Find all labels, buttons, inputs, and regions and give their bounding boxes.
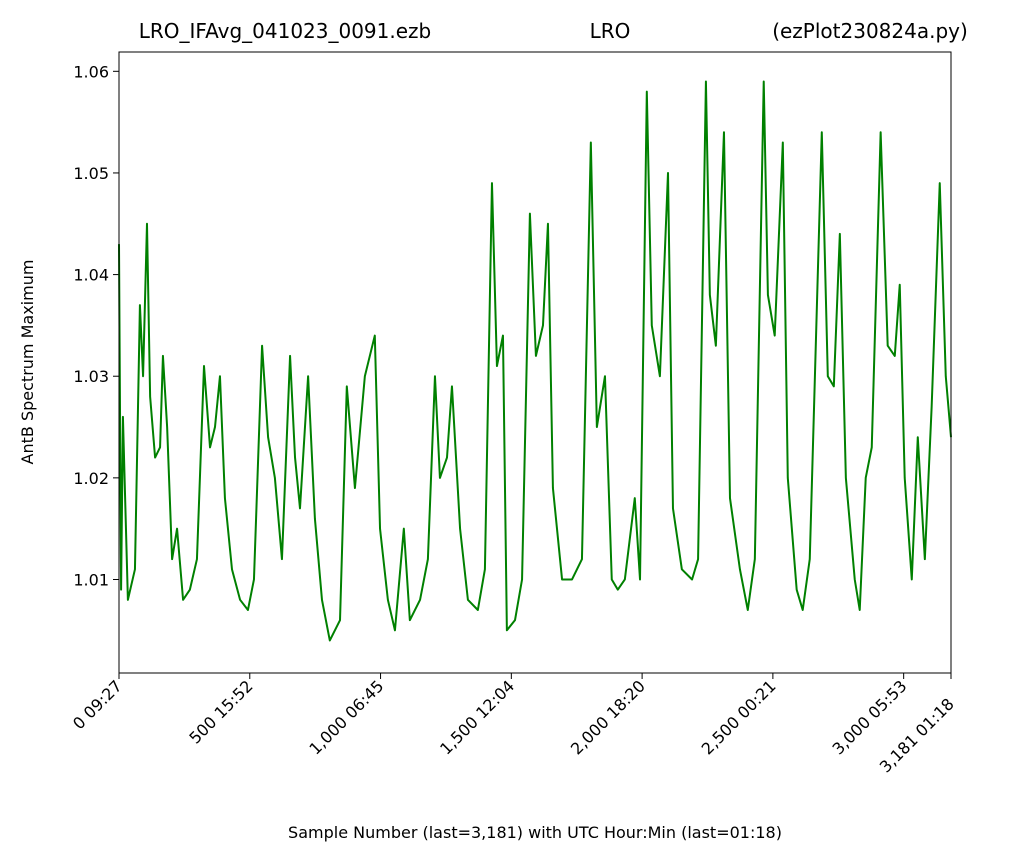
chart-title: LRO_IFAvg_041023_0091.ezb — [139, 19, 432, 43]
chart-title: (ezPlot230824a.py) — [772, 19, 968, 43]
plot-frame — [118, 51, 952, 674]
x-tick-label: 1,500 12:04 — [436, 676, 518, 758]
y-axis-label: AntB Spectrum Maximum — [18, 260, 37, 465]
y-tick-label: 1.05 — [73, 164, 109, 183]
y-tick-label: 1.06 — [73, 62, 109, 81]
x-axis-label: Sample Number (last=3,181) with UTC Hour… — [288, 823, 782, 842]
data-line — [118, 80, 952, 642]
chart-title: LRO — [590, 19, 631, 43]
y-tick-label: 1.01 — [73, 570, 109, 589]
x-tick-label: 0 09:27 — [69, 676, 126, 733]
y-tick-label: 1.04 — [73, 266, 109, 285]
y-tick-label: 1.03 — [73, 367, 109, 386]
x-tick-label: 1,000 06:45 — [305, 676, 387, 758]
y-tick-label: 1.02 — [73, 469, 109, 488]
x-tick-label: 2,500 00:21 — [698, 676, 780, 758]
x-tick-label: 2,000 18:20 — [567, 676, 649, 758]
x-tick-label: 500 15:52 — [185, 676, 256, 747]
